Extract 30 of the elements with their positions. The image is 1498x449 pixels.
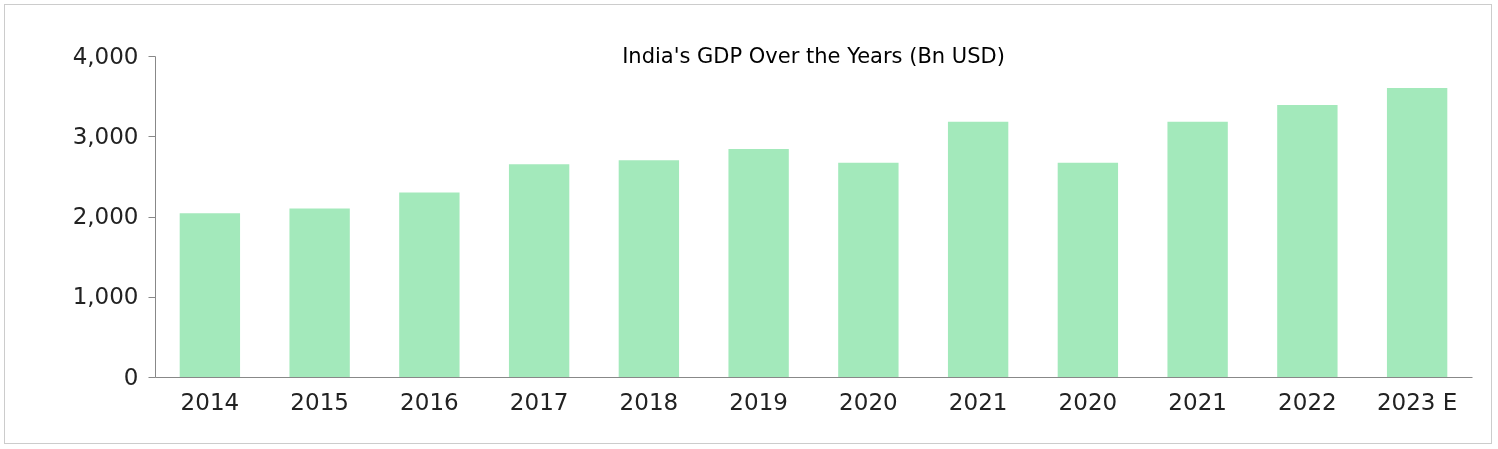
x-tick-label: 2020 (1058, 388, 1118, 415)
x-tick-label: 2021 (1168, 388, 1227, 415)
bar (289, 208, 350, 377)
x-tick-label: 2020 (839, 388, 898, 415)
bar (1277, 104, 1338, 377)
x-tick-label: 2021 (948, 388, 1008, 415)
bar (838, 162, 899, 377)
y-tick-label: 2,000 (72, 203, 139, 229)
y-tick-label: 0 (123, 363, 139, 390)
y-tick-label: 1,000 (72, 283, 139, 310)
bar (1386, 88, 1448, 377)
bar (1057, 162, 1119, 377)
x-tick-label: 2022 (1278, 388, 1337, 415)
bar (179, 213, 241, 377)
bar (399, 192, 460, 377)
x-tick-label: 2023 E (1376, 388, 1458, 415)
x-tick-label: 2017 (509, 388, 569, 415)
bar (1167, 121, 1228, 377)
bar (508, 164, 570, 377)
chart-title: India's GDP Over the Years (Bn USD) (622, 44, 1005, 68)
bar (618, 160, 680, 377)
x-tick-label: 2015 (290, 388, 349, 415)
x-tick-label: 2016 (400, 388, 459, 415)
bar (728, 149, 789, 377)
x-tick-label: 2018 (619, 388, 679, 415)
x-tick-label: 2019 (729, 388, 788, 415)
y-tick-label: 3,000 (72, 122, 139, 149)
y-tick-label: 4,000 (72, 42, 139, 69)
x-tick-label: 2014 (180, 388, 240, 415)
bar (947, 121, 1009, 377)
